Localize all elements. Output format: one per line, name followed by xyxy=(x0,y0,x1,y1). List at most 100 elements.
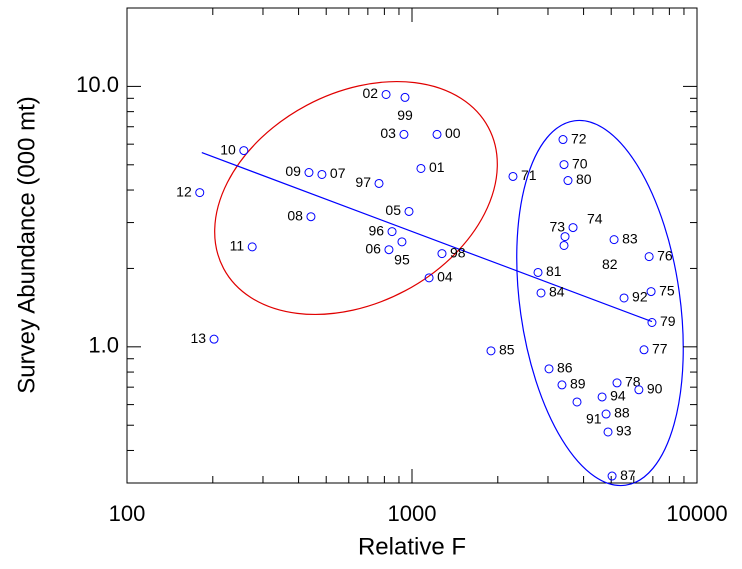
point-label: 76 xyxy=(657,247,673,263)
data-point xyxy=(597,392,607,402)
point-label: 91 xyxy=(586,411,602,427)
data-point xyxy=(639,345,649,355)
data-point xyxy=(612,378,622,388)
data-point xyxy=(558,135,568,145)
point-label: 75 xyxy=(659,282,675,298)
data-point xyxy=(559,240,569,250)
data-point xyxy=(437,249,447,259)
data-point xyxy=(432,129,442,139)
data-point xyxy=(397,237,407,247)
data-point xyxy=(239,146,249,156)
point-label: 02 xyxy=(362,85,378,101)
point-label: 08 xyxy=(287,207,303,223)
y-axis-title: Survey Abundance (000 mt) xyxy=(13,96,40,394)
point-label: 01 xyxy=(429,159,445,175)
data-point xyxy=(400,92,410,102)
data-point xyxy=(609,235,619,245)
point-label: 77 xyxy=(652,341,668,357)
data-point xyxy=(607,471,617,481)
fit-line xyxy=(201,152,653,323)
point-label: 74 xyxy=(587,210,603,226)
point-label: 11 xyxy=(230,238,245,254)
data-point xyxy=(559,160,569,170)
point-label: 92 xyxy=(632,289,648,305)
point-label: 87 xyxy=(620,467,636,483)
point-label: 07 xyxy=(330,165,346,181)
point-label: 10 xyxy=(220,141,236,157)
point-label: 70 xyxy=(572,155,588,171)
data-point xyxy=(384,245,394,255)
data-point xyxy=(644,252,654,262)
data-point xyxy=(568,223,578,233)
data-point xyxy=(646,287,656,297)
point-label: 86 xyxy=(557,360,573,376)
point-label: 96 xyxy=(368,222,384,238)
point-label: 05 xyxy=(385,202,401,218)
point-label: 89 xyxy=(570,376,586,392)
data-point xyxy=(603,427,613,437)
x-tick-label: 100 xyxy=(109,501,146,526)
x-tick-label: 1000 xyxy=(388,501,437,526)
data-point xyxy=(619,293,629,303)
data-point xyxy=(508,171,518,181)
data-point xyxy=(563,176,573,186)
data-point xyxy=(247,242,257,252)
point-label: 90 xyxy=(647,380,663,396)
point-label: 85 xyxy=(499,342,515,358)
x-tick-label: 10000 xyxy=(666,501,727,526)
cluster-ellipse xyxy=(214,80,498,316)
point-label: 81 xyxy=(546,263,562,279)
point-label: 83 xyxy=(622,230,638,246)
data-point xyxy=(399,129,409,139)
point-label: 95 xyxy=(394,252,410,268)
point-label: 98 xyxy=(450,244,466,260)
data-point xyxy=(387,227,397,237)
point-label: 73 xyxy=(549,218,565,234)
data-point xyxy=(536,288,546,298)
point-label: 04 xyxy=(437,269,453,285)
cluster-ellipse xyxy=(516,119,684,487)
x-axis-title: Relative F xyxy=(358,533,466,560)
data-point xyxy=(572,397,582,407)
data-point xyxy=(601,409,611,419)
point-label: 97 xyxy=(355,174,371,190)
point-label: 06 xyxy=(365,240,381,256)
point-label: 99 xyxy=(397,107,413,123)
y-tick-label: 10.0 xyxy=(76,72,119,97)
y-tick-label: 1.0 xyxy=(88,333,119,358)
plot-frame xyxy=(126,7,698,484)
point-label: 09 xyxy=(285,163,301,179)
point-label: 12 xyxy=(176,183,192,199)
point-label: 88 xyxy=(614,405,630,421)
data-point xyxy=(557,380,567,390)
point-label: 00 xyxy=(445,125,461,141)
data-point xyxy=(317,169,327,179)
data-point xyxy=(304,168,314,178)
point-label: 13 xyxy=(190,330,206,346)
point-label: 79 xyxy=(660,313,676,329)
point-label: 72 xyxy=(571,130,587,146)
data-point xyxy=(416,163,426,173)
data-point xyxy=(381,89,391,99)
point-label: 03 xyxy=(380,125,396,141)
data-point xyxy=(209,334,219,344)
data-point xyxy=(374,178,384,188)
data-point xyxy=(306,212,316,222)
data-point xyxy=(424,273,434,283)
data-point xyxy=(486,346,496,356)
point-label: 71 xyxy=(521,167,537,183)
data-point xyxy=(647,317,657,327)
point-label: 82 xyxy=(602,256,618,272)
data-point xyxy=(195,188,205,198)
point-label: 78 xyxy=(625,374,641,390)
data-point xyxy=(634,385,644,395)
data-point xyxy=(544,364,554,374)
data-point xyxy=(404,206,414,216)
data-point xyxy=(560,232,570,242)
point-label: 93 xyxy=(616,423,632,439)
point-label: 94 xyxy=(610,388,626,404)
point-label: 84 xyxy=(549,284,565,300)
data-point xyxy=(533,267,543,277)
point-label: 80 xyxy=(576,171,592,187)
